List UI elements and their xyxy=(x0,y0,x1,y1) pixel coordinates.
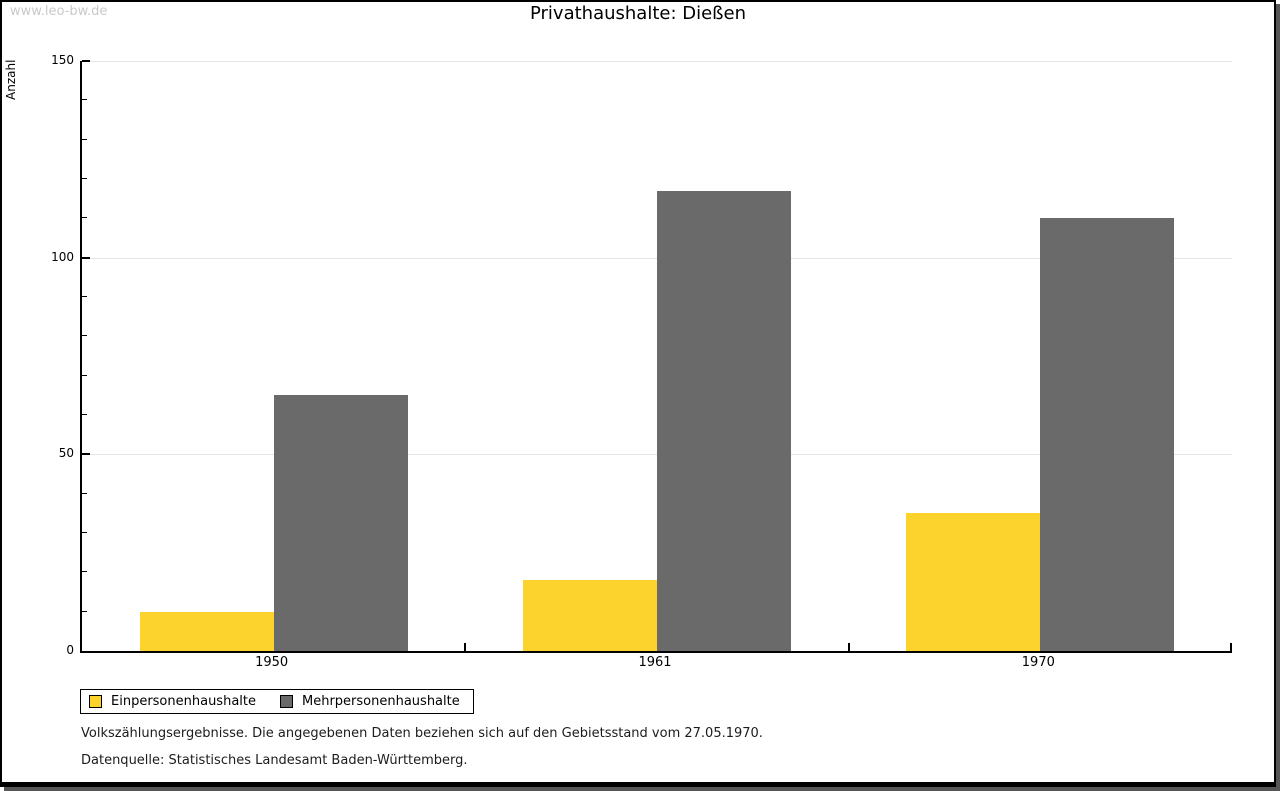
bar-mehrpersonenhaushalte-1970 xyxy=(1040,218,1175,651)
y-tick-label: 0 xyxy=(66,643,74,657)
y-minor-tick xyxy=(82,217,87,219)
y-minor-tick xyxy=(82,532,87,533)
legend-swatch-icon xyxy=(280,695,293,708)
x-tick xyxy=(847,643,850,651)
y-minor-tick xyxy=(82,492,87,494)
plot-area xyxy=(80,60,1232,653)
footnote-line: Datenquelle: Statistisches Landesamt Bad… xyxy=(81,753,468,768)
y-minor-tick xyxy=(82,374,87,376)
legend-swatch-icon xyxy=(89,695,102,708)
bar-einpersonenhaushalte-1970 xyxy=(906,513,1041,651)
legend-item: Einpersonenhaushalte xyxy=(89,694,256,709)
watermark: www.leo-bw.de xyxy=(10,4,108,19)
y-minor-tick xyxy=(82,571,87,573)
legend-label: Mehrpersonenhaushalte xyxy=(302,694,460,709)
bar-einpersonenhaushalte-1961 xyxy=(523,580,657,651)
y-minor-tick xyxy=(82,178,87,179)
y-minor-tick xyxy=(82,99,87,101)
x-tick-label: 1970 xyxy=(1021,655,1055,670)
legend-item: Mehrpersonenhaushalte xyxy=(280,694,460,709)
gridline-150 xyxy=(82,61,1232,62)
x-tick-label: 1961 xyxy=(638,655,672,670)
y-minor-tick xyxy=(82,335,87,337)
x-tick xyxy=(464,643,467,651)
bar-einpersonenhaushalte-1950 xyxy=(139,612,274,651)
bar-mehrpersonenhaushalte-1961 xyxy=(657,191,791,651)
footnote-line: Volkszählungsergebnisse. Die angegebenen… xyxy=(81,726,763,741)
y-major-tick xyxy=(82,453,90,456)
y-tick-label: 150 xyxy=(51,53,74,67)
y-major-tick xyxy=(82,256,90,259)
x-axis-end-tick xyxy=(1230,643,1232,651)
y-tick-label: 100 xyxy=(51,249,74,264)
y-minor-tick xyxy=(82,414,87,415)
chart-title: Privathaushalte: Dießen xyxy=(529,3,747,24)
bar-mehrpersonenhaushalte-1950 xyxy=(273,395,408,651)
legend-label: Einpersonenhaushalte xyxy=(111,694,256,709)
x-tick-label: 1950 xyxy=(255,655,289,670)
y-tick-label: 50 xyxy=(58,446,74,461)
legend: Einpersonenhaushalte Mehrpersonenhaushalt… xyxy=(80,689,474,714)
y-minor-tick xyxy=(82,138,87,140)
y-minor-tick xyxy=(82,296,87,297)
y-minor-tick xyxy=(82,610,87,612)
y-major-tick xyxy=(82,60,90,62)
